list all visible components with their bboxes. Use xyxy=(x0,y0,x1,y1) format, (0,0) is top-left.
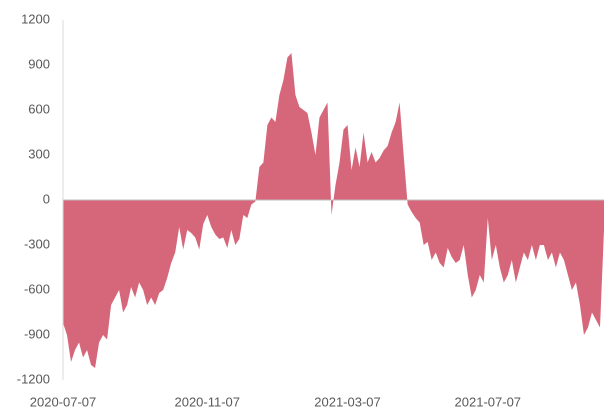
x-tick-label: 2020-11-07 xyxy=(174,394,240,409)
y-tick-label: -900 xyxy=(24,326,50,341)
y-tick-label: -300 xyxy=(24,236,50,251)
y-tick-label: 1200 xyxy=(21,11,50,26)
y-tick-label: 0 xyxy=(43,191,50,206)
x-tick-label: 2021-03-07 xyxy=(314,394,381,409)
x-tick-label: 2020-07-07 xyxy=(30,394,97,409)
area xyxy=(63,53,604,368)
y-tick-label: 900 xyxy=(28,56,50,71)
y-tick-label: 300 xyxy=(28,146,50,161)
y-tick-label: -600 xyxy=(24,281,50,296)
y-tick-label: 600 xyxy=(28,101,50,116)
y-tick-label: -1200 xyxy=(17,371,50,386)
x-tick-label: 2021-07-07 xyxy=(455,394,522,409)
